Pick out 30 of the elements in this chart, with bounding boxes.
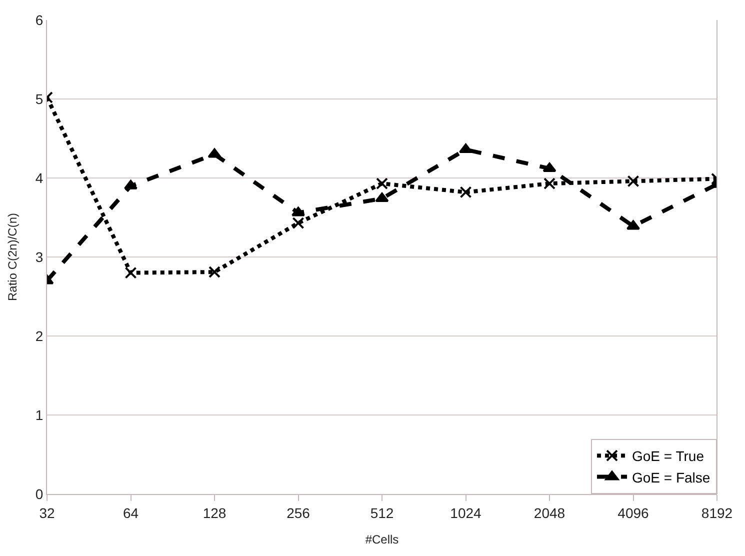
y-axis-title: Ratio C(2n)/C(n) (6, 212, 20, 302)
legend-label: GoE = False (632, 469, 710, 486)
point (208, 148, 222, 158)
point (292, 217, 304, 230)
y-tick-label: 5 (35, 90, 44, 107)
point (544, 178, 556, 190)
point (375, 192, 389, 202)
x-tick-label: 64 (122, 504, 139, 521)
point (460, 186, 472, 198)
y-tick-label: 4 (35, 170, 44, 186)
x-tick-label: 128 (202, 504, 226, 521)
point (124, 266, 137, 279)
point (208, 266, 220, 278)
x-tick-label: 2048 (534, 504, 566, 521)
x-axis-title: #Cells (365, 532, 399, 547)
x-tick-label: 512 (370, 504, 394, 521)
legend-label: GoE = True (632, 448, 704, 464)
point (542, 162, 556, 172)
x-tick-label: 4096 (618, 504, 650, 521)
y-tick-label: 6 (35, 12, 44, 28)
y-tick-label: 2 (35, 328, 44, 344)
x-tick-label: 8192 (701, 504, 733, 521)
x-tick-label: 1024 (450, 504, 482, 521)
x-tick-label: 32 (39, 504, 55, 521)
y-tick-label: 0 (35, 486, 44, 502)
point (376, 178, 388, 190)
x-tick-label: 256 (286, 504, 310, 521)
point (627, 175, 640, 188)
y-tick-label: 1 (35, 406, 44, 423)
y-tick-label: 3 (35, 248, 44, 265)
